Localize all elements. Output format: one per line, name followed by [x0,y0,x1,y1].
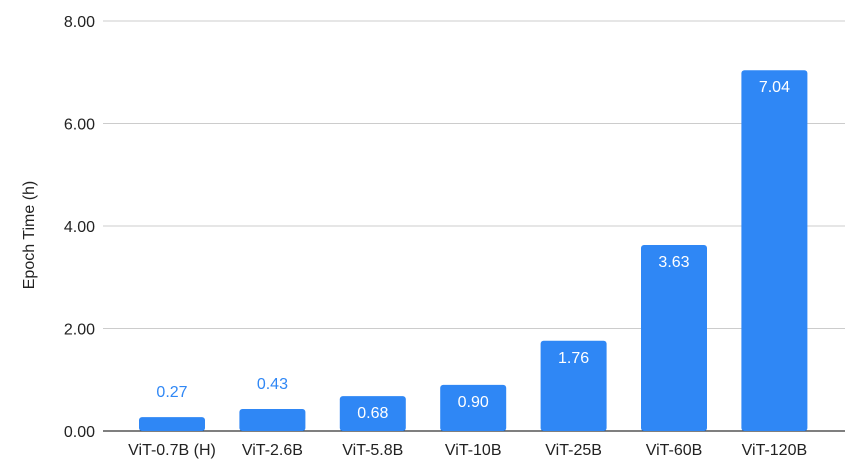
y-tick-label: 6.00 [64,117,95,134]
bar [239,408,306,431]
data-label: 0.43 [257,376,288,393]
x-tick-label: ViT-120B [742,442,808,459]
y-tick-label: 8.00 [64,14,95,31]
data-label: 1.76 [558,350,589,367]
x-tick-label: ViT-10B [445,442,502,459]
y-tick-label: 4.00 [64,219,95,236]
gridlines [103,20,845,432]
x-tick-label: ViT-60B [646,442,703,459]
y-tick-label: 0.00 [64,424,95,441]
y-axis-ticks: 0.00 2.00 4.00 6.00 8.00 [64,14,95,441]
x-tick-label: ViT-25B [545,442,602,459]
bar [339,396,406,431]
x-tick-label: ViT-5.8B [342,442,403,459]
bar [641,244,707,431]
y-tick-label: 2.00 [64,322,95,339]
bar [741,70,808,431]
bar [540,340,607,431]
data-label: 7.04 [759,79,790,96]
bars [139,70,808,431]
x-axis-ticks: ViT-0.7B (H) ViT-2.6B ViT-5.8B ViT-10B ViT-2… [128,442,807,459]
data-labels: 0.27 0.43 0.68 0.90 1.76 3.63 7.04 [156,79,790,422]
bar [440,384,507,431]
data-label: 0.68 [357,405,388,422]
bar [139,417,205,431]
data-label: 3.63 [658,254,689,271]
x-tick-label: ViT-2.6B [242,442,303,459]
y-axis-title: Epoch Time (h) [21,181,38,289]
data-label: 0.90 [458,394,489,411]
data-label: 0.27 [156,384,187,401]
x-tick-label: ViT-0.7B (H) [128,442,216,459]
